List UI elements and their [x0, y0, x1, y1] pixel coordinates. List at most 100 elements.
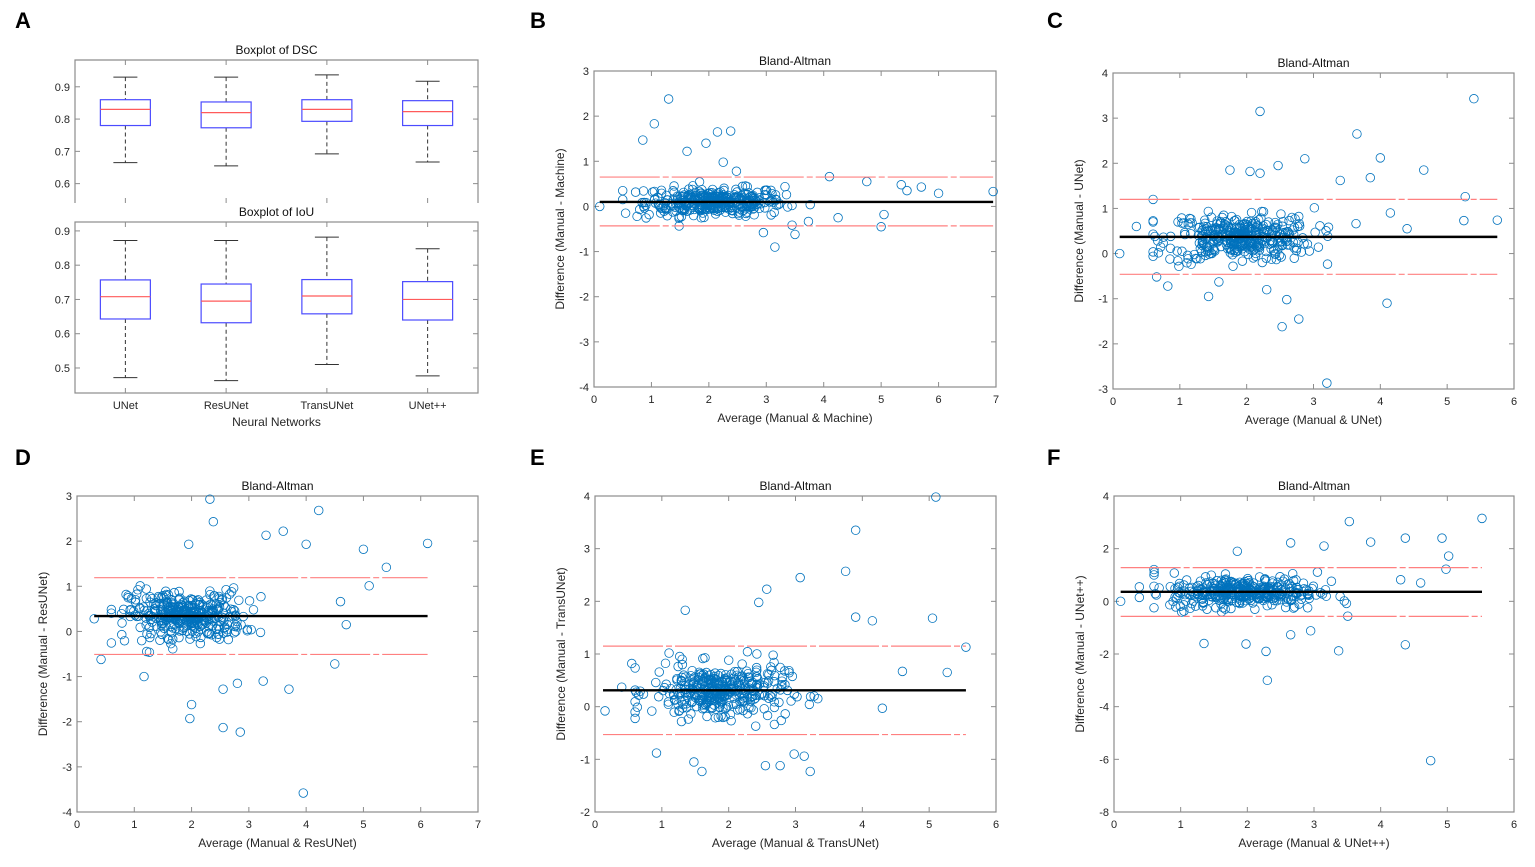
data-point [1115, 596, 1126, 607]
data-point [1223, 225, 1234, 236]
data-point [1211, 233, 1222, 244]
data-point [718, 712, 728, 723]
data-point [169, 587, 179, 598]
data-point [677, 654, 687, 664]
data-point [1179, 606, 1189, 616]
data-point [106, 604, 117, 615]
data-point [1304, 593, 1314, 604]
data-point [1250, 225, 1260, 236]
data-point [774, 697, 784, 708]
data-point [168, 644, 178, 654]
data-point [232, 678, 243, 689]
data-point [712, 127, 723, 137]
data-point [1469, 94, 1479, 104]
data-point [1270, 249, 1281, 259]
data-point [726, 716, 736, 726]
data-point [673, 661, 683, 672]
data-point [1249, 244, 1259, 255]
x-tick-label: 6 [1511, 819, 1517, 831]
data-point [1247, 589, 1257, 600]
data-point [1315, 221, 1325, 231]
x-tick-label: 5 [878, 394, 884, 406]
data-point [278, 526, 288, 536]
data-point [246, 624, 256, 635]
data-point [672, 675, 682, 685]
data-point [1278, 576, 1288, 587]
x-tick-label: UNet [113, 400, 138, 412]
data-point [631, 687, 641, 697]
data-point [1207, 585, 1218, 596]
data-point [696, 213, 706, 223]
data-point [153, 593, 164, 603]
data-point [789, 749, 799, 759]
x-tick-label: 1 [1177, 396, 1183, 408]
data-point [1186, 259, 1196, 270]
x-tick-label: 6 [936, 394, 942, 406]
data-point [184, 608, 194, 619]
data-point [1134, 582, 1145, 592]
data-point [724, 199, 734, 209]
data-point [381, 562, 392, 573]
data-point [1272, 226, 1283, 236]
data-point [715, 205, 725, 215]
panel-label-c: C [1047, 8, 1063, 33]
data-point [1185, 218, 1195, 228]
data-point [727, 208, 738, 219]
data-point [193, 626, 203, 637]
data-point [1148, 251, 1158, 261]
y-tick-label: -6 [1099, 754, 1109, 766]
data-point [1285, 630, 1296, 640]
data-point [688, 210, 699, 221]
data-point [725, 126, 736, 136]
data-point [1206, 248, 1216, 258]
data-point [754, 597, 764, 608]
panel-label-e: E [530, 445, 545, 470]
data-point [205, 589, 215, 600]
data-point [1335, 175, 1345, 186]
scatter-points [1115, 513, 1487, 766]
data-point [630, 707, 640, 717]
data-point [769, 207, 779, 218]
x-tick-label: 0 [592, 819, 598, 831]
data-point [151, 600, 161, 611]
data-point [711, 199, 722, 210]
data-point [1193, 223, 1203, 233]
x-tick-label: 6 [1511, 396, 1517, 408]
y-tick-label: 0.6 [55, 179, 70, 191]
data-point [790, 229, 800, 240]
data-point [106, 638, 117, 648]
data-point [764, 669, 774, 680]
y-tick-label: -4 [579, 382, 589, 394]
data-point [1272, 596, 1282, 606]
chart-a-top: 0.6 0.7 0.8 0.9 Boxplot of DSC [55, 43, 479, 203]
data-point [218, 684, 228, 694]
data-point [748, 195, 759, 206]
data-point [1177, 607, 1187, 617]
data-point [792, 692, 802, 702]
data-point [1299, 239, 1309, 249]
x-tick-label: 5 [1444, 819, 1450, 831]
data-point [698, 653, 708, 664]
x-tick-label: 5 [926, 819, 932, 831]
data-point [1326, 576, 1337, 586]
data-point [197, 620, 208, 630]
data-point [174, 586, 184, 597]
data-point [682, 146, 692, 157]
data-point [1254, 572, 1265, 582]
data-point [166, 594, 176, 605]
data-point [1194, 584, 1204, 594]
data-point [1214, 277, 1224, 287]
data-point [155, 635, 165, 645]
data-point [1232, 239, 1242, 250]
x-tick-label: 1 [659, 819, 665, 831]
data-point [700, 672, 710, 683]
data-point [157, 629, 167, 640]
y-tick-label: 2 [66, 536, 72, 548]
axes-frame [1112, 72, 1515, 390]
box-resunet [200, 76, 252, 167]
data-point [1322, 378, 1332, 388]
x-tick-label: 4 [821, 394, 827, 406]
data-point [1492, 215, 1502, 225]
data-point [687, 184, 698, 195]
data-point [687, 697, 697, 708]
